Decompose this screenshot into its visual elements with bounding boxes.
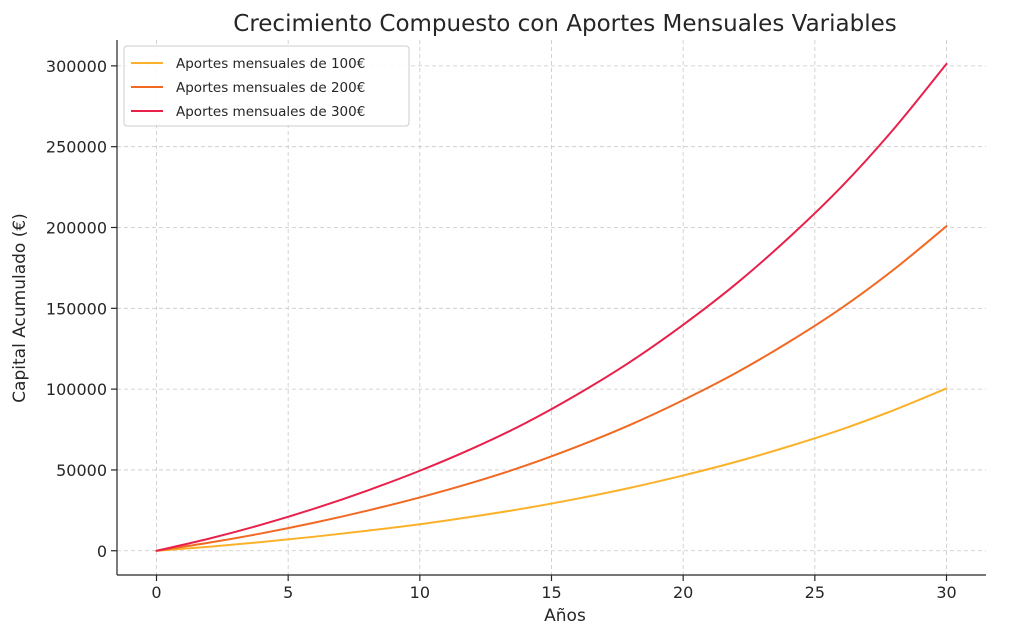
x-tick-label: 15 (541, 583, 561, 602)
y-tick-label: 50000 (56, 461, 107, 480)
y-tick-label: 200000 (46, 218, 107, 237)
legend-label-2: Aportes mensuales de 200€ (176, 80, 365, 96)
grid (117, 40, 986, 575)
x-tick-label: 30 (936, 583, 956, 602)
series-lines (155, 62, 948, 552)
x-ticks: 0 5 10 15 20 25 30 (151, 575, 957, 602)
x-tick-label: 0 (151, 583, 161, 602)
y-tick-label: 100000 (46, 380, 107, 399)
y-tick-label: 300000 (46, 57, 107, 76)
legend: Aportes mensuales de 100€ Aportes mensual… (123, 45, 410, 127)
x-tick-label: 5 (283, 583, 293, 602)
x-tick-label: 10 (410, 583, 430, 602)
chart-title: Crecimiento Compuesto con Aportes Mensua… (233, 11, 896, 37)
x-axis-label: Años (544, 606, 586, 626)
y-tick-label: 0 (97, 542, 107, 561)
series-line-2 (155, 225, 948, 552)
series-line-3 (155, 62, 948, 552)
x-tick-label: 20 (673, 583, 693, 602)
series-line-1 (155, 387, 948, 552)
y-axis-label: Capital Acumulado (€) (10, 213, 30, 403)
x-tick-label: 25 (805, 583, 825, 602)
y-tick-label: 250000 (46, 138, 107, 157)
legend-box (123, 45, 410, 127)
legend-label-3: Aportes mensuales de 300€ (176, 104, 365, 120)
y-ticks: 0 50000 100000 150000 200000 250000 300000 (46, 57, 117, 561)
legend-label-1: Aportes mensuales de 100€ (176, 56, 365, 72)
y-tick-label: 150000 (46, 299, 107, 318)
